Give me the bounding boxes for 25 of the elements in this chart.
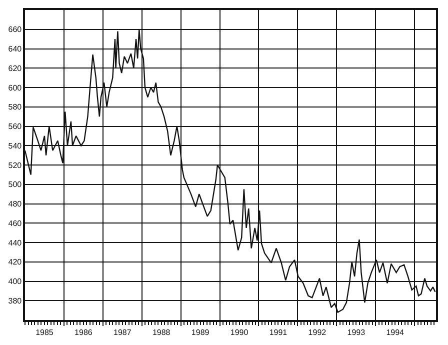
y-tick-label: 540 xyxy=(8,141,22,150)
x-tick-label: 1989 xyxy=(191,328,210,337)
y-tick-label: 620 xyxy=(8,64,22,73)
y-tick-label: 380 xyxy=(8,296,22,306)
y-tick-label: 520 xyxy=(8,160,22,170)
y-tick-label: 580 xyxy=(8,102,22,112)
x-tick-label: 1992 xyxy=(308,328,327,337)
y-tick-label: 500 xyxy=(8,180,22,190)
x-tick-label: 1988 xyxy=(152,328,171,337)
x-tick-label: 1993 xyxy=(347,328,366,337)
x-tick-label: 1990 xyxy=(230,328,249,337)
y-tick-label: 480 xyxy=(8,200,22,209)
y-tick-label: 660 xyxy=(8,25,22,34)
y-tick-label: 440 xyxy=(8,238,22,248)
x-tick-label: 1985 xyxy=(36,328,54,337)
x-tick-label: 1991 xyxy=(269,328,288,337)
y-tick-label: 400 xyxy=(8,277,22,286)
x-tick-label: 1986 xyxy=(74,328,93,337)
y-tick-label: 600 xyxy=(8,83,22,92)
x-tick-label: 1987 xyxy=(113,328,132,337)
y-tick-label: 640 xyxy=(8,44,22,54)
y-tick-label: 420 xyxy=(8,258,22,267)
y-tick-label: 460 xyxy=(8,218,22,228)
y-tick-label: 560 xyxy=(8,122,22,132)
x-tick-label: 1994 xyxy=(386,328,405,337)
